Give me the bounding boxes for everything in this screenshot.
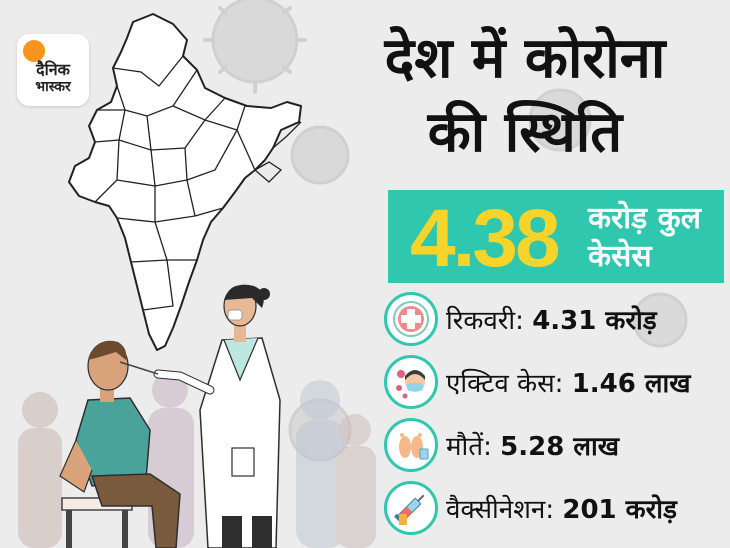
stat-active-value: 1.46 लाख: [571, 369, 691, 399]
stat-recovery-text: रिकवरी: 4.31 करोड़: [446, 301, 657, 337]
doctor-figure: [119, 284, 281, 548]
india-map-icon: [68, 13, 302, 351]
total-cases-label-line1: करोड़ कुल: [588, 201, 701, 236]
stat-row-deaths: मौतें: 5.28 लाख: [384, 418, 724, 476]
headline: देश में कोरोना की स्थिति: [360, 22, 690, 170]
stat-recovery-value: 4.31 करोड़: [532, 306, 657, 336]
total-cases-box: 4.38 करोड़ कुल केसेस: [388, 190, 724, 284]
logo-text-line1: दैनिक: [36, 60, 70, 79]
feet-tag-icon: [384, 418, 438, 472]
stat-active-label: एक्टिव केस:: [446, 369, 564, 399]
stat-row-recovery: रिकवरी: 4.31 करोड़: [384, 292, 724, 350]
headline-line1: देश में कोरोना: [384, 26, 666, 91]
total-cases-label-line2: केसेस: [588, 239, 652, 275]
medical-cross-icon: [384, 292, 438, 346]
headline-line2: की स्थिति: [427, 99, 623, 165]
crowd-silhouettes: [18, 372, 376, 548]
sun-logo-icon: [23, 40, 45, 62]
stat-recovery-label: रिकवरी:: [446, 306, 524, 336]
stat-row-vaccination: वैक्सीनेशन: 201 करोड़: [384, 481, 724, 539]
patient-figure: [59, 340, 181, 548]
syringe-icon: [384, 481, 438, 535]
stat-row-active: एक्टिव केस: 1.46 लाख: [384, 355, 724, 413]
stat-deaths-text: मौतें: 5.28 लाख: [446, 427, 619, 463]
total-cases-number: 4.38: [410, 193, 561, 284]
stat-deaths-value: 5.28 लाख: [500, 432, 619, 462]
stat-active-text: एक्टिव केस: 1.46 लाख: [446, 364, 691, 400]
stat-vaccination-label: वैक्सीनेशन:: [446, 495, 555, 525]
total-cases-label: करोड़ कुल केसेस: [588, 200, 718, 277]
stat-vaccination-value: 201 करोड़: [562, 495, 677, 525]
masked-person-icon: [384, 355, 438, 409]
dainik-bhaskar-logo: दैनिक भास्कर: [17, 34, 89, 106]
covid-test-illustration: [18, 284, 376, 548]
stat-deaths-label: मौतें:: [446, 432, 492, 462]
stat-vaccination-text: वैक्सीनेशन: 201 करोड़: [446, 490, 677, 526]
logo-text-line2: भास्कर: [35, 79, 71, 95]
